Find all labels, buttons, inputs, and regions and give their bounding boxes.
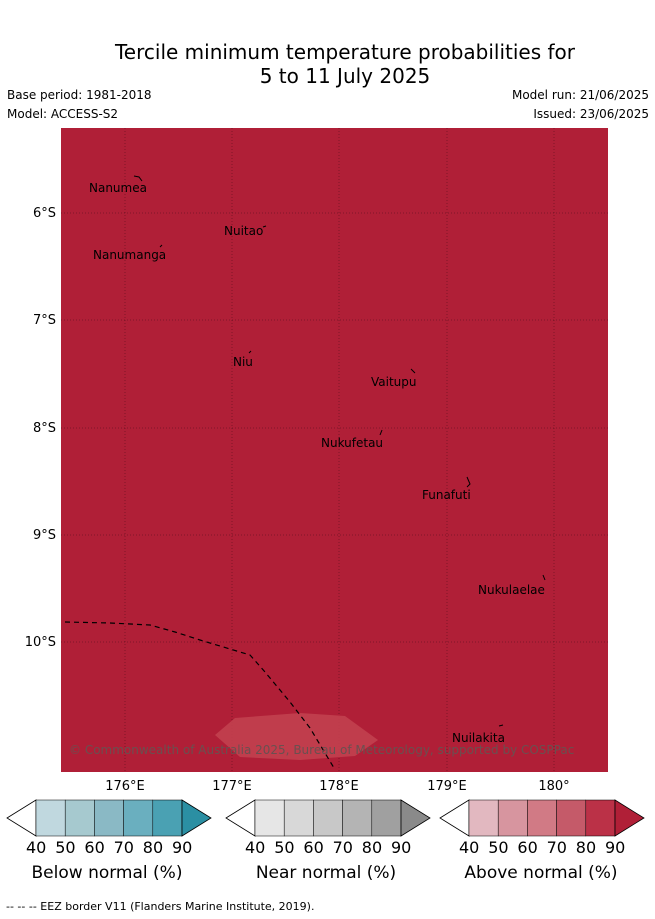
colorbar-above-segment [556, 799, 587, 837]
place-nuilakita: Nuilakita [452, 731, 505, 745]
colorbar-near-tick: 40 [245, 838, 266, 857]
island-niu-outline [248, 350, 252, 354]
eez-border-line [64, 621, 335, 769]
colorbar-below-segment [94, 799, 124, 837]
colorbar-below-label: Below normal (%) [31, 863, 183, 883]
colorbar-near-segment [342, 799, 373, 837]
colorbar-below-tick: 70 [113, 838, 134, 857]
lon-label-180: 180° [538, 779, 570, 794]
place-nanumanga: Nanumanga [93, 248, 166, 262]
lower-probability-patch [215, 713, 378, 760]
lon-label-176e: 176°E [105, 779, 145, 794]
colorbar-above-tick: 50 [488, 838, 509, 857]
colorbar-below-tick: 90 [172, 838, 193, 857]
lat-label-9s: 9°S [32, 528, 56, 543]
colorbar-above-tick: 70 [546, 838, 567, 857]
island-funafuti-outline [466, 476, 471, 488]
colorbar-above-over-triangle [614, 799, 645, 837]
island-outlines [133, 175, 546, 727]
title-line-2: 5 to 11 July 2025 [259, 64, 431, 88]
colorbar-below-over-triangle [181, 799, 212, 837]
colorbar-near-under-triangle [225, 799, 256, 837]
colorbar-near-over-triangle [400, 799, 431, 837]
colorbar-near-segment [254, 799, 285, 837]
colorbar-near-segment [313, 799, 343, 837]
colorbar-near-tick: 60 [303, 838, 324, 857]
colorbar-above-segment [585, 799, 616, 837]
model-run: Model run: 21/06/2025 [511, 88, 649, 102]
island-nukufetau-outline [379, 429, 383, 436]
colorbar-near-tick: 80 [361, 838, 383, 857]
lon-label-178e: 178°E [319, 779, 359, 794]
title-line-1: Tercile minimum temperature probabilitie… [114, 40, 576, 64]
island-nanumanga-outline [159, 244, 163, 248]
place-nukufetau: Nukufetau [321, 436, 383, 450]
colorbar-below-under-triangle [6, 799, 37, 837]
colorbar-below-tick: 50 [55, 838, 76, 857]
colorbar-above-tick: 90 [605, 838, 626, 857]
colorbar-above-segment [468, 799, 499, 837]
map-area [61, 128, 608, 772]
place-vaitupu: Vaitupu [371, 375, 417, 389]
colorbar-below-tick: 80 [142, 838, 164, 857]
colorbar-near-tick: 50 [274, 838, 295, 857]
colorbar-above-tick: 60 [517, 838, 538, 857]
colorbars [6, 799, 645, 837]
colorbar-below-tick: 40 [26, 838, 47, 857]
lon-label-177e: 177°E [212, 779, 252, 794]
model-name: Model: ACCESS-S2 [7, 107, 119, 121]
eez-footnote: -- -- -- EEZ border V11 (Flanders Marine… [6, 900, 315, 913]
island-vaitupu-outline [410, 368, 416, 374]
base-period: Base period: 1981-2018 [7, 88, 152, 102]
lat-label-8s: 8°S [32, 421, 56, 436]
chart-title: Tercile minimum temperature probabilitie… [0, 40, 655, 88]
colorbar-above-tick: 80 [575, 838, 597, 857]
colorbar-below-segment [152, 799, 183, 837]
colorbar-near-segment [371, 799, 402, 837]
lat-label-6s: 6°S [32, 206, 56, 221]
island-nanumea-outline [133, 175, 143, 182]
place-nuitao: Nuitao [224, 224, 263, 238]
place-niu: Niu [233, 355, 253, 369]
colorbar-below-segment [123, 799, 154, 837]
colorbar-near-tick: 70 [332, 838, 353, 857]
lat-label-10s: 10°S [24, 635, 56, 650]
island-nukulaelae-outline [542, 574, 546, 581]
place-nukulaelae: Nukulaelae [478, 583, 545, 597]
colorbar-below-segment [35, 799, 66, 837]
place-funafuti: Funafuti [422, 488, 471, 502]
graticule [61, 128, 608, 772]
colorbar-above-tick: 40 [459, 838, 480, 857]
island-nuilakita-outline [498, 724, 504, 727]
issued-date: Issued: 23/06/2025 [533, 107, 649, 121]
colorbar-below-segment [64, 799, 95, 837]
colorbar-above-label: Above normal (%) [464, 863, 618, 883]
colorbar-above-segment [527, 799, 557, 837]
colorbar-above-segment [497, 799, 528, 837]
colorbar-below-tick: 60 [84, 838, 105, 857]
colorbar-near-label: Near normal (%) [255, 863, 397, 883]
lat-label-7s: 7°S [32, 313, 56, 328]
copyright-notice: © Commonwealth of Australia 2025, Bureau… [69, 743, 574, 757]
island-nuitao-outline [262, 225, 267, 228]
place-nanumea: Nanumea [89, 181, 147, 195]
colorbar-near-tick: 90 [391, 838, 412, 857]
lon-label-179e: 179°E [427, 779, 467, 794]
colorbar-near-segment [283, 799, 314, 837]
colorbar-above-under-triangle [439, 799, 470, 837]
